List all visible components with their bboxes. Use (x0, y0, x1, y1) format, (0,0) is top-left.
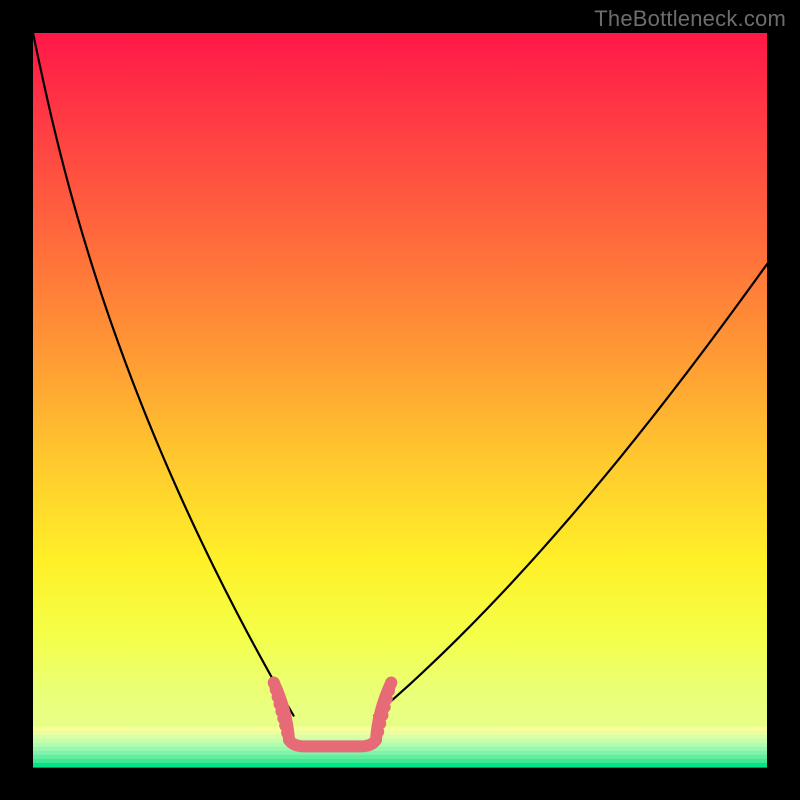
bottom-stripe (33, 759, 767, 764)
plot-background (33, 33, 767, 767)
bottleneck-chart: TheBottleneck.com (0, 0, 800, 800)
bottom-stripe (33, 735, 767, 740)
bottom-stripe (33, 751, 767, 756)
bottom-stripe (33, 763, 767, 768)
u-marker-dot (283, 734, 295, 746)
bottom-stripe (33, 755, 767, 760)
u-marker-dot (370, 734, 382, 746)
bottom-stripe (33, 743, 767, 748)
bottom-stripe (33, 739, 767, 744)
bottom-stripe (33, 727, 767, 732)
chart-svg (0, 0, 800, 800)
watermark-text: TheBottleneck.com (594, 6, 786, 32)
bottom-stripe (33, 747, 767, 752)
bottom-stripe (33, 731, 767, 736)
